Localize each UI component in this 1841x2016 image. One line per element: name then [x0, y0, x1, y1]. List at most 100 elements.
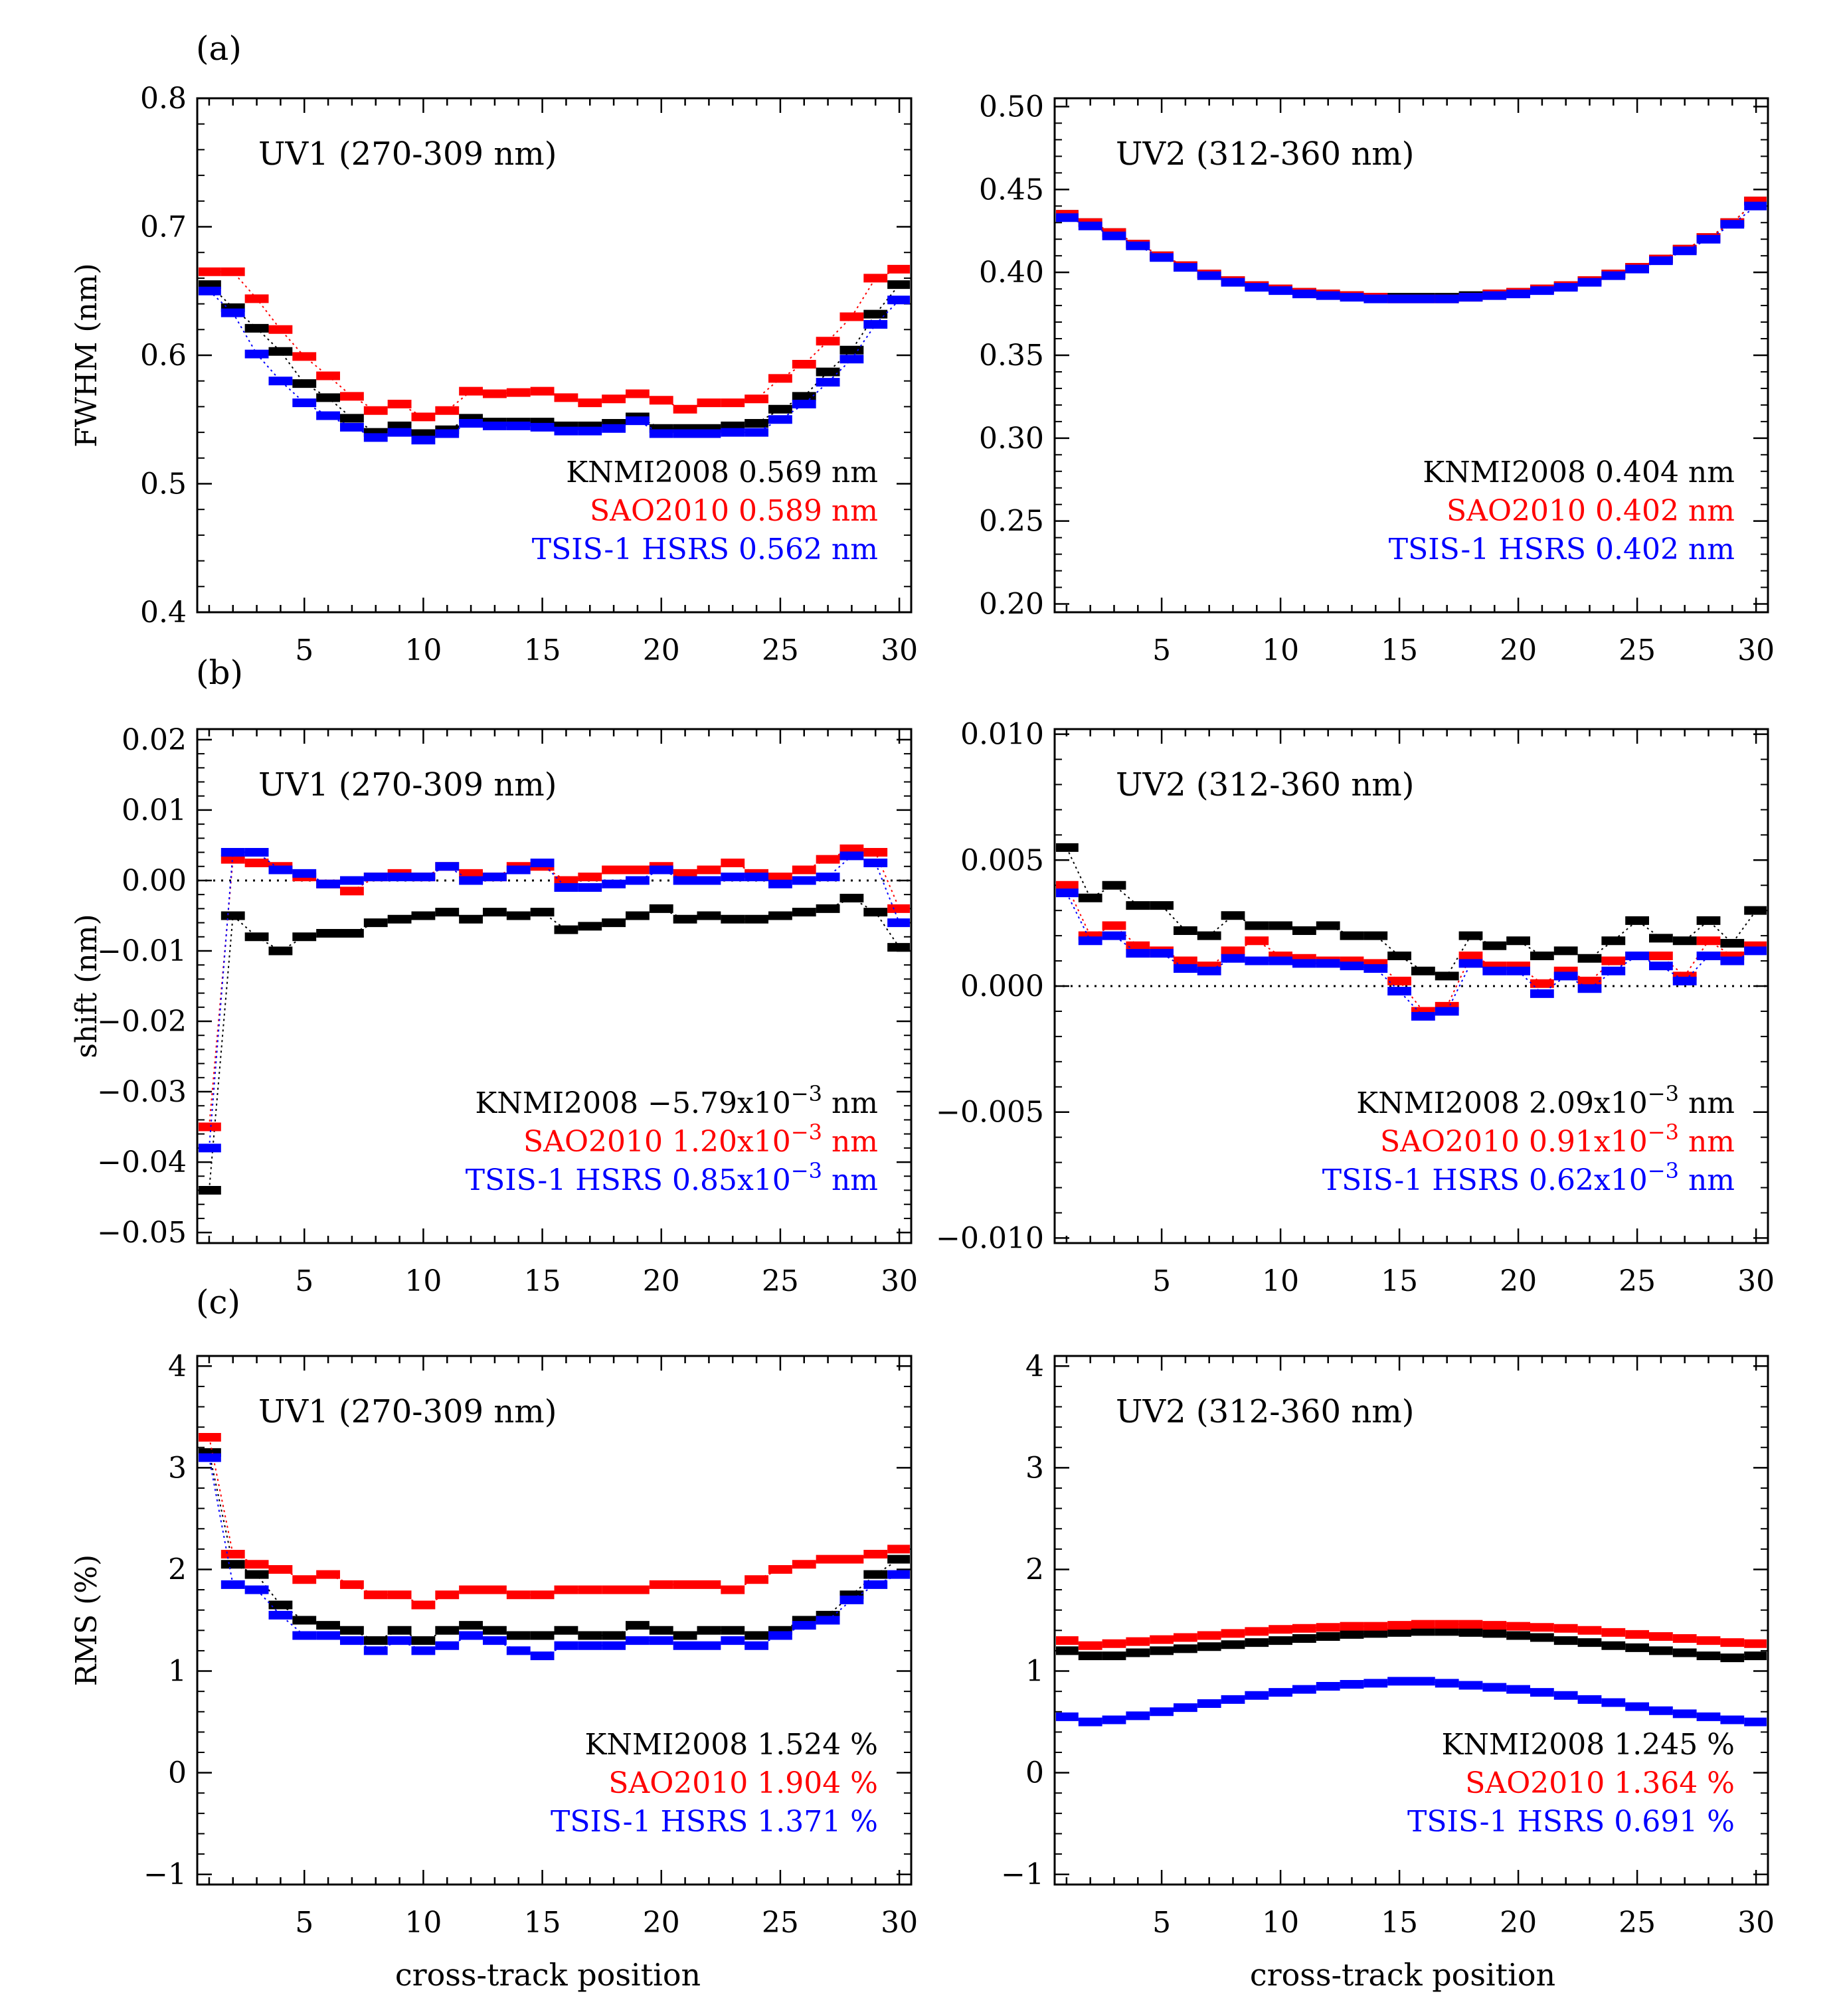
panel-label-c: (c) [196, 1283, 240, 1321]
y-tick-label: 0.010 [960, 718, 1044, 752]
x-tick-label: 30 [881, 1906, 918, 1940]
x-tick-label: 5 [1152, 1906, 1171, 1940]
stat-annotation: SAO2010 0.91x10−3 nm [1380, 1120, 1735, 1159]
y-tick-label: 1 [168, 1655, 187, 1689]
plot-frame [196, 1355, 913, 1886]
series-knmi2008 [199, 893, 910, 1195]
y-tick-label: 4 [1025, 1349, 1044, 1383]
y-tick-label: 0.25 [979, 505, 1044, 539]
y-tick-label: 0.45 [979, 173, 1044, 207]
y-tick-label: 0 [1025, 1756, 1044, 1790]
x-tick-label: 15 [524, 633, 561, 667]
stat-annotation: TSIS-1 HSRS 0.402 nm [1389, 533, 1735, 566]
y-tick-label: 3 [1025, 1451, 1044, 1485]
panel-title: UV2 (312-360 nm) [1116, 1393, 1415, 1430]
stat-annotation: SAO2010 1.20x10−3 nm [523, 1120, 878, 1159]
y-axis-label: shift (nm) [70, 914, 104, 1058]
x-tick-label: 30 [881, 1264, 918, 1298]
y-tick-label: 0.35 [979, 339, 1044, 373]
y-tick-label: 2 [1025, 1553, 1044, 1586]
stat-annotation: TSIS-1 HSRS 0.691 % [1407, 1805, 1735, 1839]
stat-annotation: TSIS-1 HSRS 0.562 nm [532, 533, 878, 566]
y-tick-label: 0.4 [140, 596, 187, 630]
series-tsis-1-hsrs [199, 1453, 910, 1661]
panel-title: UV2 (312-360 nm) [1116, 766, 1415, 803]
y-tick-label: 1 [1025, 1655, 1044, 1689]
series-sao2010 [199, 264, 910, 422]
x-tick-label: 20 [1500, 633, 1537, 667]
y-tick-label: −0.04 [97, 1145, 187, 1179]
x-tick-label: 30 [1737, 1906, 1775, 1940]
x-tick-label: 10 [404, 1264, 442, 1298]
xaxis-label-right: cross-track position [1250, 1957, 1555, 1993]
chart-panel-4: 5 10 15 20 25 30 −1 0 1 2 3 4 RMS (%) UV1 (270-309 nm… [70, 1349, 918, 1940]
y-tick-label: 0.50 [979, 90, 1044, 124]
y-tick-label: 0.000 [960, 969, 1044, 1003]
x-tick-label: 25 [762, 1906, 799, 1940]
x-tick-label: 25 [1619, 1264, 1656, 1298]
y-tick-label: 4 [168, 1349, 187, 1383]
stat-annotation: KNMI2008 0.404 nm [1423, 456, 1735, 489]
chart-panel-0: 5 10 15 20 25 30 0.4 0.5 0.6 0.7 0.8 FWHM (nm) UV1 (… [70, 82, 918, 667]
series-tsis-1-hsrs [1056, 888, 1767, 1021]
xaxis-label-left: cross-track position [395, 1957, 701, 1993]
series-tsis-1-hsrs [1056, 201, 1767, 303]
y-tick-label: −1 [143, 1858, 187, 1892]
panel-title: UV1 (270-309 nm) [258, 135, 557, 173]
chart-panel-2: 5 10 15 20 25 30 −0.05 −0.04 −0.03 −0.02 −0.01 0.00… [70, 723, 918, 1298]
stat-annotation: TSIS-1 HSRS 1.371 % [551, 1805, 878, 1839]
x-tick-label: 5 [1152, 1264, 1171, 1298]
y-tick-label: 0.6 [140, 339, 187, 373]
y-tick-label: 0.30 [979, 422, 1044, 456]
panel-title: UV2 (312-360 nm) [1116, 135, 1415, 173]
stat-annotation: KNMI2008 1.524 % [584, 1728, 878, 1762]
series-knmi2008 [199, 1448, 910, 1645]
chart-panel-3: 5 10 15 20 25 30 −0.010 −0.005 0.000 0.005 0.010 UV… [936, 718, 1775, 1298]
x-tick-label: 10 [1262, 1264, 1299, 1298]
x-tick-label: 5 [1152, 633, 1171, 667]
chart-panel-1: 5 10 15 20 25 30 0.20 0.25 0.30 0.35 0.40 0.45 0.50 U… [979, 90, 1775, 667]
y-tick-label: 0 [168, 1756, 187, 1790]
x-tick-label: 15 [1381, 1906, 1418, 1940]
y-tick-label: −1 [1001, 1858, 1044, 1892]
stat-annotation: KNMI2008 1.245 % [1441, 1728, 1735, 1762]
y-axis-label: RMS (%) [70, 1554, 104, 1686]
x-tick-label: 10 [1262, 633, 1299, 667]
panel-label-b: (b) [196, 653, 243, 692]
x-tick-label: 15 [1381, 633, 1418, 667]
y-tick-label: 0.02 [122, 723, 187, 757]
x-tick-label: 10 [404, 1906, 442, 1940]
x-tick-label: 10 [1262, 1906, 1299, 1940]
y-tick-label: −0.005 [936, 1096, 1044, 1130]
plot-frame [196, 728, 913, 1244]
x-tick-label: 25 [762, 1264, 799, 1298]
series-tsis-1-hsrs [199, 286, 910, 445]
y-axis-label: FWHM (nm) [70, 263, 104, 448]
stat-annotation: SAO2010 1.904 % [608, 1766, 878, 1800]
stat-annotation: SAO2010 1.364 % [1465, 1766, 1735, 1800]
y-tick-label: 0.5 [140, 467, 187, 501]
x-tick-label: 5 [295, 1264, 313, 1298]
series-knmi2008 [1056, 1627, 1767, 1663]
x-tick-label: 30 [1737, 633, 1775, 667]
panel-title: UV1 (270-309 nm) [258, 1393, 557, 1430]
stat-annotation: TSIS-1 HSRS 0.62x10−3 nm [1322, 1158, 1735, 1197]
series-tsis-1-hsrs [199, 848, 910, 1153]
x-tick-label: 30 [1737, 1264, 1775, 1298]
stat-annotation: SAO2010 0.589 nm [590, 494, 878, 528]
y-tick-label: 0.01 [122, 794, 187, 827]
x-tick-label: 15 [1381, 1264, 1418, 1298]
y-tick-label: 2 [168, 1553, 187, 1586]
stat-annotation: KNMI2008 2.09x10−3 nm [1356, 1081, 1735, 1120]
x-tick-label: 5 [295, 1906, 313, 1940]
stat-annotation: KNMI2008 −5.79x10−3 nm [475, 1081, 878, 1120]
x-tick-label: 30 [881, 633, 918, 667]
series-tsis-1-hsrs [1056, 1677, 1767, 1726]
series-sao2010 [1056, 1620, 1767, 1650]
y-tick-label: 0.20 [979, 588, 1044, 622]
x-tick-label: 10 [404, 633, 442, 667]
x-tick-label: 15 [524, 1906, 561, 1940]
y-tick-label: −0.05 [97, 1216, 187, 1250]
